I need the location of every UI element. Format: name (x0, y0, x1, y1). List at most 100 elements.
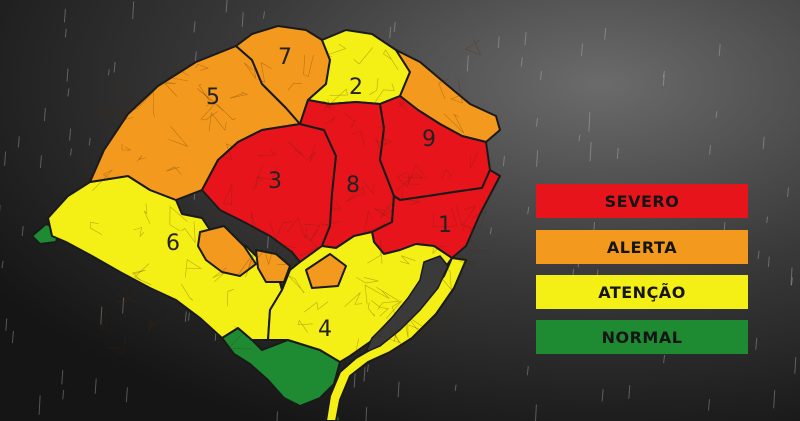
region-label-7: 7 (278, 45, 292, 70)
municipal-boundary (343, 112, 356, 129)
municipal-boundary (468, 238, 477, 249)
rain-streak (263, 11, 265, 19)
rain-streak (628, 385, 631, 399)
municipal-boundary (89, 221, 102, 235)
municipal-boundary (257, 149, 276, 157)
rain-streak (534, 404, 537, 421)
municipal-boundary (195, 64, 209, 71)
municipal-boundary (392, 325, 399, 342)
municipal-boundary (323, 99, 334, 110)
municipal-boundary (364, 284, 390, 305)
legend-label-normal: NORMAL (601, 327, 683, 347)
municipal-boundary (441, 168, 452, 180)
municipal-boundary (181, 284, 194, 301)
municipal-boundary (114, 105, 131, 117)
municipal-boundary (402, 189, 421, 205)
rain-streak (11, 330, 14, 344)
municipal-boundary (113, 82, 137, 105)
municipal-boundary (432, 245, 446, 255)
municipal-boundary (227, 288, 235, 307)
municipal-boundary (362, 180, 375, 195)
municipal-boundary (369, 78, 379, 96)
region-label-1: 1 (438, 213, 452, 238)
legend-item-alerta: ALERTA (536, 230, 748, 264)
rain-streak (708, 399, 710, 411)
municipal-boundary (222, 183, 233, 207)
rain-streak (397, 381, 400, 398)
municipal-boundary (134, 263, 152, 286)
rain-streak (122, 297, 125, 314)
rain-streak (365, 407, 368, 421)
rain-streak (64, 28, 67, 38)
municipal-boundary (165, 166, 182, 175)
municipal-boundary (376, 286, 401, 310)
rain-streak (39, 155, 42, 168)
legend-item-severo: SEVERO (536, 184, 748, 218)
rain-streak (4, 151, 7, 166)
rain-streak (94, 378, 97, 394)
rain-streak (536, 150, 539, 167)
municipal-boundary (143, 203, 151, 224)
rain-streak (663, 354, 666, 364)
municipal-boundary (161, 81, 178, 97)
municipal-boundary (277, 243, 299, 266)
rain-streak (389, 26, 392, 39)
rain-streak (588, 112, 591, 132)
rain-streak (132, 1, 135, 20)
rain-streak (353, 371, 356, 388)
rain-streak (766, 216, 769, 224)
rain-streak (393, 21, 396, 32)
municipal-boundary (422, 321, 447, 330)
municipal-boundary (287, 141, 306, 158)
rain-streak (187, 312, 190, 321)
municipal-boundary (303, 54, 314, 78)
rain-streak (363, 367, 366, 382)
rain-streak (38, 395, 41, 415)
municipal-boundary (222, 143, 237, 161)
municipal-boundary (353, 47, 374, 65)
municipal-boundary (304, 301, 329, 313)
rain-streak (43, 108, 46, 122)
municipal-boundary (319, 221, 341, 227)
municipal-boundary (132, 269, 146, 281)
municipal-boundary (371, 300, 389, 317)
municipal-boundary (269, 221, 292, 240)
municipal-boundary (438, 77, 449, 100)
municipal-boundary (432, 207, 458, 228)
rain-streak (67, 88, 70, 97)
municipal-boundary (252, 165, 263, 190)
rain-streak (69, 128, 72, 141)
region-6-alert-patch (197, 225, 257, 277)
municipal-boundary (169, 205, 188, 232)
municipal-boundary (385, 300, 402, 325)
municipal-boundary (407, 316, 428, 339)
municipal-boundary (136, 155, 146, 162)
region-label-2: 2 (349, 75, 363, 100)
municipal-boundaries (82, 39, 490, 360)
municipal-boundary (305, 143, 317, 163)
municipal-boundary (397, 172, 424, 191)
rain-streak (762, 136, 765, 149)
municipal-boundary (82, 154, 92, 178)
rain-streak (497, 36, 500, 49)
municipal-boundary (121, 143, 132, 151)
municipal-boundary (379, 324, 403, 346)
rain-streak (524, 32, 527, 46)
municipal-boundary (198, 212, 220, 216)
rain-streak (194, 51, 197, 62)
rain-streak (100, 306, 103, 325)
municipal-boundary (462, 224, 478, 235)
region-label-8: 8 (346, 173, 360, 198)
rain-streak (276, 411, 278, 421)
region-6-alert-patch-2 (255, 249, 291, 283)
municipal-boundary (119, 107, 139, 122)
rain-streak (755, 337, 758, 350)
municipal-boundary (324, 116, 336, 125)
municipal-boundary (216, 103, 236, 121)
rain-streak (366, 364, 369, 373)
region-label-9: 9 (422, 127, 436, 152)
municipal-boundary (107, 338, 126, 355)
rain-streak (604, 28, 607, 40)
rain-streak (225, 0, 228, 13)
region-label-4: 4 (318, 317, 332, 342)
